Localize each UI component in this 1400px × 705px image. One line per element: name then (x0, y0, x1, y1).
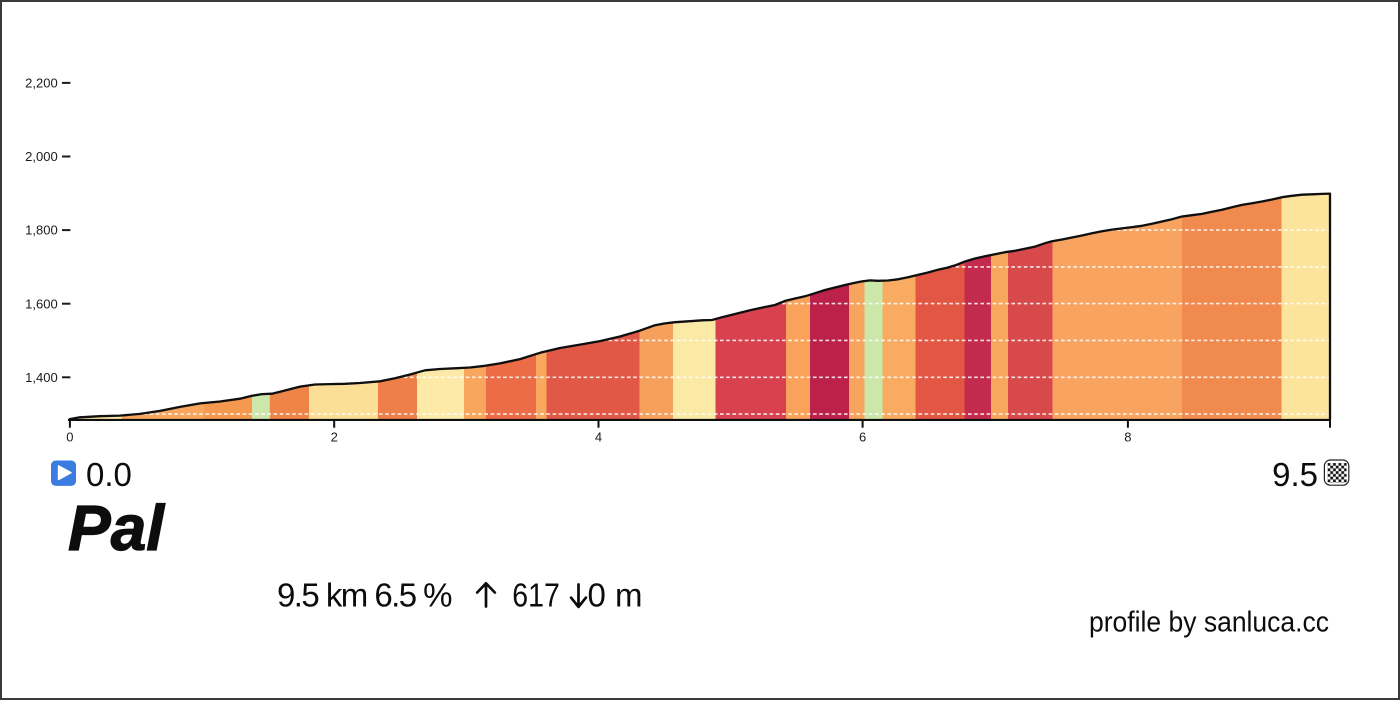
svg-text:0 m: 0 m (588, 577, 643, 614)
svg-text:2,200: 2,200 (25, 76, 58, 91)
svg-text:2: 2 (331, 430, 338, 445)
svg-text:4: 4 (595, 430, 602, 445)
svg-text:2,000: 2,000 (25, 149, 58, 164)
svg-text:profile by sanluca.cc: profile by sanluca.cc (1089, 607, 1329, 639)
svg-text:1,600: 1,600 (25, 296, 58, 311)
svg-text:8: 8 (1124, 430, 1131, 445)
svg-text:0.0: 0.0 (86, 456, 132, 493)
svg-text:9.5: 9.5 (1272, 456, 1318, 493)
svg-text:9.5 km 6.5 %: 9.5 km 6.5 % (277, 577, 453, 614)
svg-text:6: 6 (859, 430, 866, 445)
svg-text:617: 617 (512, 577, 560, 614)
svg-text:1,400: 1,400 (25, 370, 58, 385)
svg-text:0: 0 (66, 430, 73, 445)
svg-text:Pal: Pal (68, 492, 165, 564)
svg-text:1,800: 1,800 (25, 223, 58, 238)
